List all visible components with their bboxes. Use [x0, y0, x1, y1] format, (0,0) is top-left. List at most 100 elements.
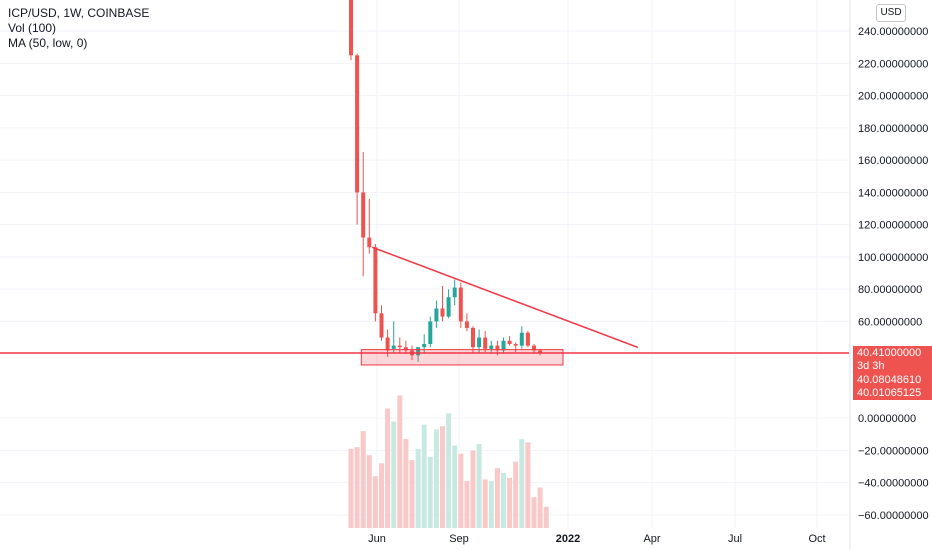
x-tick-label: Oct — [808, 533, 825, 545]
candle-body — [483, 337, 488, 349]
volume-bar — [415, 448, 421, 528]
volume-bar — [464, 481, 470, 528]
volume-bar — [385, 408, 391, 528]
candle-body — [385, 337, 390, 351]
volume-bar — [433, 429, 439, 528]
y-tick-label: −20.00000000 — [858, 445, 929, 457]
candle-body — [458, 287, 463, 322]
drawings[interactable] — [0, 246, 849, 366]
price-label-2: 40.08048610 — [853, 373, 932, 387]
candle-body — [471, 327, 475, 348]
candle-body — [422, 343, 427, 348]
volume-bar — [488, 481, 494, 528]
volume-bar — [513, 461, 519, 528]
volume-bar — [348, 448, 354, 528]
volume-indicator-label[interactable]: Vol (100) — [8, 21, 57, 35]
price-label-3: 40.01065125 — [853, 386, 932, 400]
x-tick-label: Jul — [728, 533, 742, 545]
volume-bar — [543, 506, 549, 528]
candle-body — [379, 313, 384, 338]
candle-body — [507, 340, 512, 344]
x-tick-label: Sep — [449, 533, 469, 545]
volume-bar — [482, 479, 488, 528]
y-tick-label: 200.00000000 — [858, 91, 928, 103]
candles[interactable] — [349, 0, 543, 362]
y-tick-label: 120.00000000 — [858, 220, 928, 232]
chart-legend: ICP/USD, 1W, COINBASE Vol (100) MA (50, … — [8, 6, 149, 51]
price-axis[interactable]: 240.00000000 220.00000000 200.00000000 180.… — [849, 0, 929, 550]
y-tick-label: 80.00000000 — [858, 284, 922, 296]
candle-body — [361, 192, 366, 238]
last-price-label: 40.41000000 — [853, 346, 932, 360]
time-axis[interactable]: Jun Sep 2022 Apr Jul Oct — [368, 533, 825, 545]
currency-button[interactable]: USD — [876, 4, 906, 22]
volume-bar — [507, 477, 513, 528]
candle-body — [416, 347, 421, 356]
candle-body — [367, 237, 372, 248]
candle-body — [391, 345, 396, 349]
x-tick-label: 2022 — [556, 533, 580, 545]
volume-bar — [360, 431, 366, 528]
candle-body — [519, 332, 524, 346]
volume-bar — [476, 443, 482, 528]
volume-bar — [494, 468, 500, 528]
volume-bar — [501, 472, 506, 528]
x-tick-label: Apr — [643, 533, 660, 545]
candle-body — [446, 297, 451, 317]
candle-body — [477, 337, 482, 348]
candle-body — [538, 350, 543, 354]
volume-bar — [354, 447, 360, 528]
y-tick-label: 60.00000000 — [858, 316, 922, 328]
volume-bars — [348, 395, 549, 528]
support-zone-rectangle — [360, 349, 564, 366]
candle-body — [525, 332, 530, 346]
y-tick-label: −40.00000000 — [858, 478, 929, 490]
y-tick-label: 220.00000000 — [858, 58, 928, 70]
candle-body — [464, 321, 469, 328]
candle-body — [489, 345, 494, 349]
volume-bar — [421, 424, 427, 528]
y-tick-label: 240.00000000 — [858, 26, 928, 38]
candle-body — [532, 345, 536, 351]
trendline — [372, 246, 639, 349]
volume-bar — [525, 442, 531, 528]
volume-bar — [470, 450, 476, 528]
y-tick-label: 180.00000000 — [858, 123, 928, 135]
candle-body — [355, 55, 360, 193]
volume-bar — [427, 456, 433, 528]
ma-indicator-label[interactable]: MA (50, low, 0) — [8, 36, 88, 50]
countdown-label: 3d 3h — [853, 359, 932, 373]
volume-bar — [537, 487, 543, 528]
volume-bar — [379, 463, 384, 528]
candle-body — [440, 308, 445, 317]
volume-bar — [397, 395, 403, 528]
y-tick-label: 0.00000000 — [858, 413, 916, 425]
candle-body — [403, 347, 408, 351]
x-tick-label: Jun — [368, 533, 386, 545]
volume-bar — [403, 439, 409, 528]
symbol-label[interactable]: ICP/USD, 1W, COINBASE — [8, 6, 150, 20]
candle-body — [513, 343, 518, 346]
y-tick-label: 100.00000000 — [858, 252, 928, 264]
volume-bar — [519, 439, 525, 528]
candle-body — [501, 340, 506, 351]
volume-bar — [372, 476, 378, 528]
y-tick-label: 160.00000000 — [858, 155, 928, 167]
candle-body — [397, 345, 402, 348]
candle-body — [495, 345, 500, 351]
volume-bar — [366, 455, 372, 528]
volume-bar — [391, 421, 397, 528]
candle-body — [373, 247, 378, 314]
volume-bar — [531, 497, 537, 528]
candle-body — [452, 287, 457, 298]
volume-bar — [458, 453, 464, 528]
y-tick-label: −60.00000000 — [858, 510, 929, 522]
volume-bar — [409, 460, 415, 528]
volume-bar — [446, 413, 452, 528]
candle-body — [428, 321, 433, 344]
volume-bar — [452, 445, 458, 528]
candle-body — [349, 0, 353, 56]
y-tick-label: 140.00000000 — [858, 187, 928, 199]
candle-body — [434, 308, 439, 322]
